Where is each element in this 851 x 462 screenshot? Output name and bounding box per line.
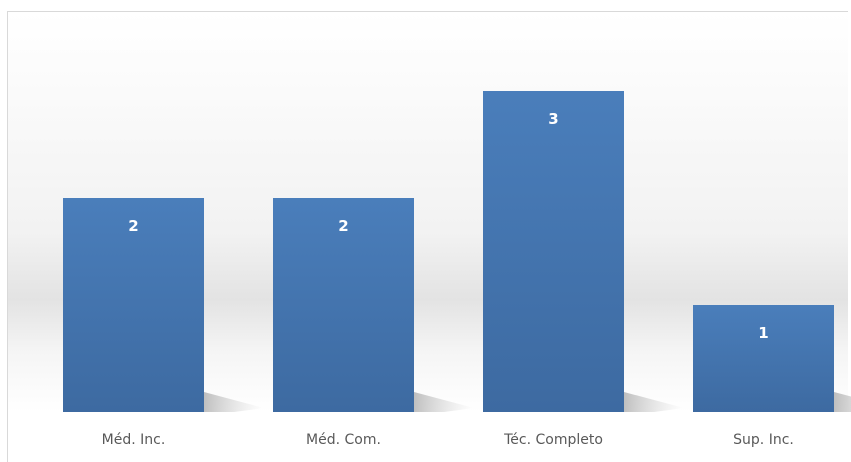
category-label: Téc. Completo [503,432,603,448]
category-label: Méd. Com. [306,432,381,448]
category-label: Méd. Inc. [102,432,166,448]
bar-shadows [204,392,851,412]
data-label: 1 [758,324,768,342]
data-label: 2 [338,217,348,235]
data-labels: 2 2 3 1 [128,110,768,342]
bar-shadow [834,392,851,412]
data-label: 2 [128,217,138,235]
bar-shadow [204,392,264,412]
bar-shadow [414,392,474,412]
bar-3[interactable] [483,91,624,412]
bar-1[interactable] [63,198,204,412]
bar-shadow [624,392,684,412]
bar-4[interactable] [693,305,834,412]
bars [63,91,834,412]
bar-2[interactable] [273,198,414,412]
data-label: 3 [548,110,558,128]
category-label: Sup. Inc. [733,432,794,448]
category-labels: Méd. Inc. Méd. Com. Téc. Completo Sup. Inc. [102,432,794,448]
